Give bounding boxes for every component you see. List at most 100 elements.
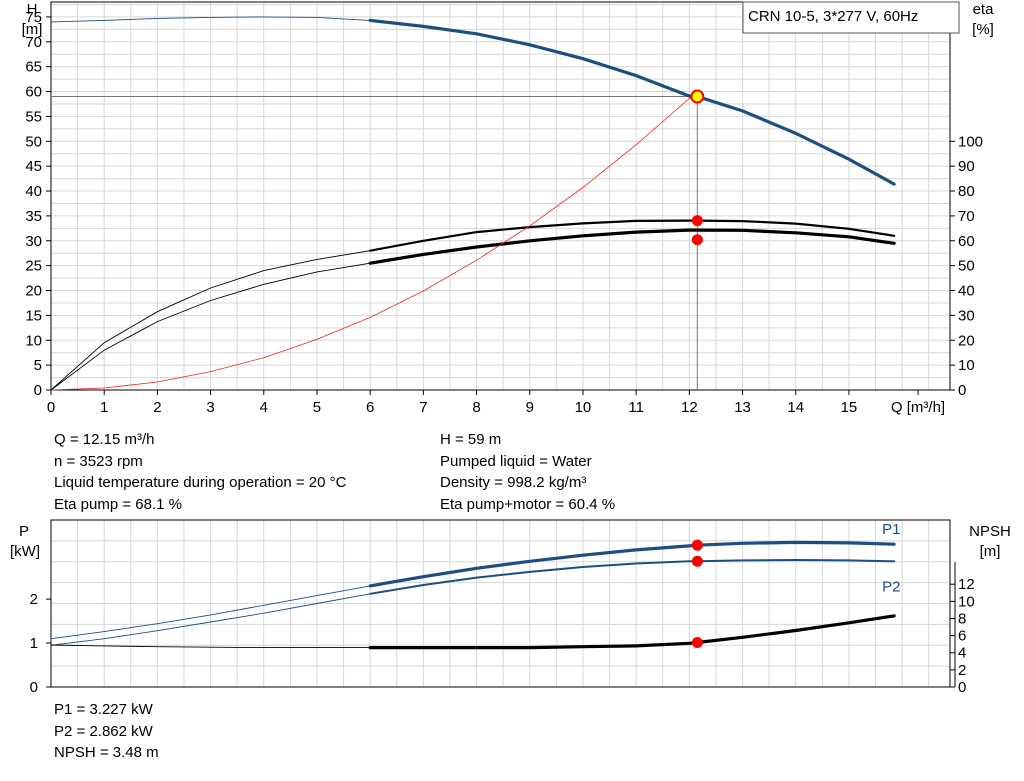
y-left-tick-label: 10 — [25, 332, 42, 349]
x-tick-label: 14 — [787, 399, 804, 416]
eta-pump-operating-point — [691, 234, 703, 246]
y-left-tick-label: 1 — [30, 635, 38, 652]
info-npsh: NPSH = 3.48 m — [54, 744, 159, 761]
y-right-tick-label: 8 — [958, 610, 966, 627]
system-curve — [50, 96, 698, 391]
y-right-tick-label: 0 — [958, 679, 966, 696]
y-left-axis-unit: [kW] — [10, 543, 40, 560]
npsh-operating-point — [691, 636, 703, 648]
info-p2: P2 = 2.862 kW — [54, 722, 153, 740]
x-tick-label: 11 — [628, 399, 644, 416]
y-left-tick-label: 20 — [25, 283, 42, 300]
info-right-block: H = 59 m Pumped liquid = Water Density =… — [440, 429, 615, 515]
x-tick-label: 12 — [681, 399, 698, 416]
head-efficiency-plot: 0 1 2 3 4 5 6 7 8 9 10 11 12 13 14 15 Q [m³/h]0510152025… — [22, 1, 995, 416]
y-right-axis-unit: [m] — [980, 543, 1001, 560]
npsh-curve-extrapolated — [50, 644, 371, 649]
y-right-tick-label: 80 — [958, 183, 975, 200]
p2-operating-point — [691, 555, 703, 567]
x-tick-label: 2 — [153, 399, 161, 416]
y-right-tick-label: 6 — [958, 628, 966, 645]
y-right-tick-label: 0 — [958, 382, 966, 399]
y-left-tick-label: 55 — [25, 108, 42, 125]
y-left-axis-label: P — [19, 523, 29, 540]
y-right-tick-label: 20 — [958, 332, 975, 349]
y-left-tick-label: 30 — [25, 233, 42, 250]
y-left-tick-label: 0 — [34, 382, 42, 399]
y-right-tick-label: 10 — [958, 357, 975, 374]
y-left-tick-label: 60 — [25, 84, 42, 101]
y-left-tick-label: 25 — [25, 258, 42, 275]
y-left-tick-label: 70 — [25, 34, 42, 51]
p1-curve-extrapolated — [50, 585, 371, 640]
info-eta-pump: Eta pump = 68.1 % — [54, 495, 182, 513]
head-curve — [368, 18, 896, 186]
info-speed: n = 3523 rpm — [54, 452, 143, 470]
x-tick-label: 0 — [47, 399, 55, 416]
info-p1: P1 = 3.227 kW — [54, 701, 153, 718]
y-left-tick-label: 45 — [25, 158, 42, 175]
y-right-tick-label: 90 — [958, 158, 975, 175]
y-right-tick-label: 50 — [958, 258, 975, 275]
p1-curve — [368, 540, 896, 588]
y-left-axis-unit: [m] — [22, 21, 43, 38]
info-eta-pump-motor: Eta pump+motor = 60.4 % — [440, 495, 616, 513]
info-liquid-temp: Liquid temperature during operation = 20… — [54, 474, 347, 491]
x-tick-label: 4 — [260, 399, 268, 416]
eta_pump-curve-extrapolated — [50, 262, 371, 391]
info-bottom-block: P1 = 3.227 kW P2 = 2.862 kW NPSH = 3.48 … — [54, 699, 159, 764]
x-tick-label: 13 — [734, 399, 751, 416]
y-right-tick-label: 12 — [958, 576, 975, 593]
legend-box-label: CRN 10-5, 3*277 V, 60Hz — [748, 8, 918, 25]
series-label-p1: P1 — [882, 521, 900, 538]
y-left-tick-label: 5 — [34, 357, 42, 374]
x-axis-label: Q [m³/h] — [891, 399, 945, 416]
y-left-axis-label: H — [27, 1, 38, 18]
y-right-axis-label: eta — [973, 1, 995, 18]
info-head: H = 59 m — [440, 431, 502, 448]
info-left-block: Q = 12.15 m³/h n = 3523 rpm Liquid tempe… — [54, 429, 346, 515]
x-tick-label: 10 — [575, 399, 592, 416]
p2-curve — [369, 558, 896, 595]
head-operating-point — [690, 89, 705, 104]
y-left-tick-label: 75 — [25, 9, 42, 26]
y-right-axis-label: NPSH — [969, 523, 1011, 540]
x-tick-label: 15 — [841, 399, 858, 416]
x-tick-label: 3 — [206, 399, 214, 416]
x-tick-label: 8 — [472, 399, 480, 416]
x-tick-label: 7 — [419, 399, 427, 416]
x-tick-label: 9 — [526, 399, 534, 416]
y-right-tick-label: 100 — [958, 133, 983, 150]
y-left-tick-label: 50 — [25, 133, 42, 150]
y-left-tick-label: 15 — [25, 307, 42, 324]
eta-pump-motor-operating-point — [691, 215, 703, 227]
x-tick-label: 6 — [366, 399, 374, 416]
y-left-tick-label: 65 — [25, 59, 42, 76]
y-right-tick-label: 2 — [958, 662, 966, 679]
y-right-tick-label: 10 — [958, 593, 975, 610]
x-tick-label: 5 — [313, 399, 321, 416]
y-left-tick-label: 0 — [30, 679, 38, 696]
p1-operating-point — [691, 539, 703, 551]
y-left-tick-label: 40 — [25, 183, 42, 200]
y-right-tick-label: 4 — [958, 645, 966, 662]
p2-curve-extrapolated — [50, 593, 371, 646]
y-left-tick-label: 2 — [30, 591, 38, 608]
y-right-tick-label: 60 — [958, 233, 975, 250]
eta_pump_motor-curve-extrapolated — [50, 250, 371, 391]
y-right-axis-unit: [%] — [972, 21, 994, 38]
eta_pump_motor-curve — [369, 219, 896, 252]
plot-frame — [50, 1, 951, 391]
eta_pump-curve — [368, 228, 896, 265]
info-flow: Q = 12.15 m³/h — [54, 431, 155, 448]
y-right-tick-label: 70 — [958, 208, 975, 225]
info-pumped-liquid: Pumped liquid = Water — [440, 452, 592, 470]
y-right-tick-label: 40 — [958, 283, 975, 300]
y-left-tick-label: 35 — [25, 208, 42, 225]
plot-frame — [50, 519, 951, 688]
legend-box — [742, 1, 960, 34]
info-density: Density = 998.2 kg/m³ — [440, 474, 587, 491]
y-right-tick-label: 30 — [958, 307, 975, 324]
npsh-curve — [368, 614, 896, 650]
